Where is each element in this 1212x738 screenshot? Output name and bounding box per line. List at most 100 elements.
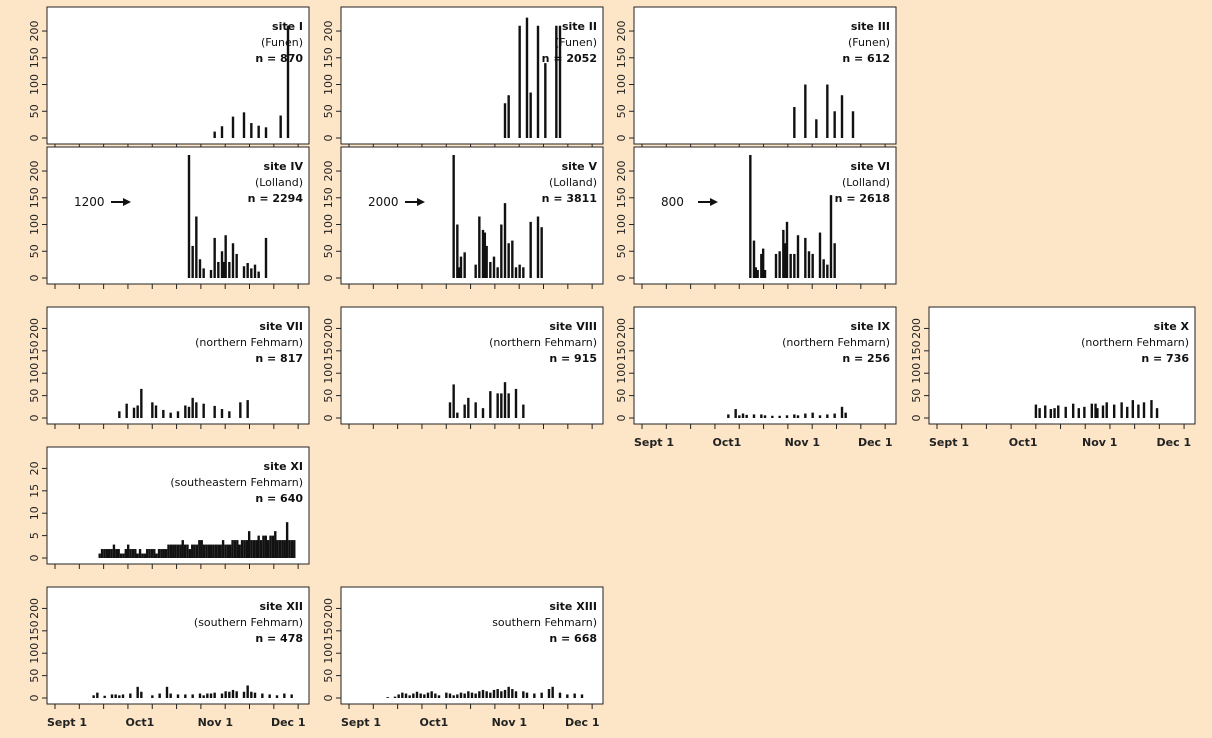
- site-region-label: (Funen): [555, 36, 597, 49]
- y-tick-label: 200: [28, 598, 41, 619]
- y-tick-label: 50: [28, 669, 41, 683]
- site-label: site VI: [851, 160, 890, 173]
- x-tick-label: Nov 1: [785, 436, 820, 449]
- y-tick-label: 0: [322, 135, 335, 142]
- y-tick-label: 200: [28, 161, 41, 182]
- y-tick-label: 200: [322, 598, 335, 619]
- x-tick-label: Dec 1: [565, 716, 600, 729]
- x-tick-label: Nov 1: [1082, 436, 1117, 449]
- y-tick-label: 100: [28, 363, 41, 384]
- sample-size-label: n = 736: [1141, 352, 1189, 365]
- y-tick-label: 50: [28, 244, 41, 258]
- y-tick-label: 50: [322, 244, 335, 258]
- y-tick-label: 50: [322, 389, 335, 403]
- site-region-label: (northern Fehmarn): [782, 336, 890, 349]
- y-tick-label: 200: [322, 161, 335, 182]
- y-tick-label: 150: [322, 47, 335, 68]
- y-tick-label: 200: [615, 161, 628, 182]
- site-label: site II: [562, 20, 597, 33]
- y-tick-label: 50: [615, 389, 628, 403]
- y-tick-label: 200: [322, 318, 335, 339]
- y-tick-label: 150: [910, 340, 923, 361]
- panel-4: 0 50 100 150 200 site IV (Lolland) n = 2294 1200: [28, 146, 310, 289]
- site-region-label: (Lolland): [255, 176, 303, 189]
- y-tick-label: 150: [615, 187, 628, 208]
- x-tick-label: Sept 1: [929, 436, 969, 449]
- y-tick-label: 150: [322, 187, 335, 208]
- site-label: site I: [272, 20, 303, 33]
- y-tick-label: 150: [615, 340, 628, 361]
- site-label: site IX: [851, 320, 891, 333]
- x-tick-label: Oct1: [713, 436, 742, 449]
- x-tick-label: Dec 1: [1157, 436, 1192, 449]
- site-label: site V: [562, 160, 598, 173]
- y-tick-label: 150: [322, 340, 335, 361]
- plot-area: [340, 146, 604, 285]
- plot-area: [633, 146, 897, 285]
- sample-size-label: n = 817: [255, 352, 303, 365]
- panel-5: 0 50 100 150 200 site V (Lolland) n = 3811 2000: [322, 146, 604, 289]
- y-tick-label: 50: [615, 244, 628, 258]
- x-tick-label: Dec 1: [858, 436, 893, 449]
- site-region-label: southern Fehmarn): [492, 616, 597, 629]
- y-tick-label: 200: [615, 21, 628, 42]
- y-tick-label: 10: [28, 506, 41, 520]
- sample-size-label: n = 478: [255, 632, 303, 645]
- y-tick-label: 0: [615, 135, 628, 142]
- plot-area: [928, 306, 1196, 425]
- x-tick-label: Oct1: [1009, 436, 1038, 449]
- sample-size-label: n = 2294: [248, 192, 304, 205]
- sample-size-label: n = 2052: [542, 52, 597, 65]
- y-tick-label: 100: [615, 214, 628, 235]
- panel-1: 0 50 100 150 200 site I (Funen) n = 870: [28, 6, 310, 149]
- site-label: site IV: [264, 160, 304, 173]
- x-tick-label: Sept 1: [47, 716, 87, 729]
- x-tick-label: Nov 1: [198, 716, 233, 729]
- y-tick-label: 50: [28, 104, 41, 118]
- y-tick-label: 0: [28, 695, 41, 702]
- plot-area: [340, 306, 604, 425]
- sample-size-label: n = 915: [549, 352, 597, 365]
- plot-area: [46, 586, 310, 705]
- site-region-label: (southern Fehmarn): [194, 616, 303, 629]
- y-tick-label: 100: [910, 363, 923, 384]
- y-tick-label: 50: [322, 104, 335, 118]
- site-label: site XI: [264, 460, 303, 473]
- y-tick-label: 50: [615, 104, 628, 118]
- panel-6: 0 50 100 150 200 site VI (Lolland) n = 2618 800: [615, 146, 897, 289]
- site-label: site III: [851, 20, 890, 33]
- sample-size-label: n = 3811: [542, 192, 597, 205]
- y-tick-label: 50: [322, 669, 335, 683]
- y-tick-label: 100: [322, 74, 335, 95]
- site-region-label: (Funen): [261, 36, 303, 49]
- y-tick-label: 100: [28, 214, 41, 235]
- y-tick-label: 200: [28, 21, 41, 42]
- y-tick-label: 100: [615, 363, 628, 384]
- y-tick-label: 0: [322, 415, 335, 422]
- site-label: site XIII: [549, 600, 597, 613]
- x-tick-label: Nov 1: [492, 716, 527, 729]
- y-tick-label: 0: [322, 275, 335, 282]
- overflow-arrow-head: [123, 198, 131, 206]
- panel-2: 0 50 100 150 200 site II (Funen) n = 2052: [322, 6, 604, 149]
- y-tick-label: 200: [910, 318, 923, 339]
- sample-size-label: n = 612: [842, 52, 890, 65]
- overflow-arrow-head: [710, 198, 718, 206]
- plot-area: [340, 586, 604, 705]
- x-tick-label: Sept 1: [341, 716, 381, 729]
- y-tick-label: 100: [615, 74, 628, 95]
- y-tick-label: 150: [28, 187, 41, 208]
- y-tick-label: 0: [910, 415, 923, 422]
- y-tick-label: 0: [615, 415, 628, 422]
- y-tick-label: 50: [910, 389, 923, 403]
- overflow-value-label: 2000: [368, 195, 399, 209]
- site-region-label: (Lolland): [549, 176, 597, 189]
- site-label: site XII: [259, 600, 303, 613]
- y-tick-label: 150: [322, 620, 335, 641]
- x-tick-label: Oct1: [126, 716, 155, 729]
